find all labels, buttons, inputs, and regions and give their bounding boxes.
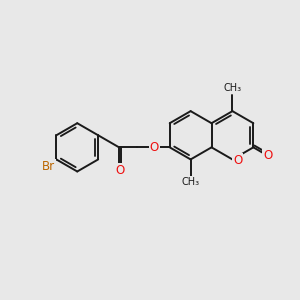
Text: O: O <box>150 141 159 154</box>
Text: O: O <box>233 154 242 167</box>
Text: CH₃: CH₃ <box>224 83 242 94</box>
Text: O: O <box>116 164 125 177</box>
Text: Br: Br <box>42 160 55 172</box>
Text: O: O <box>263 149 273 162</box>
Text: CH₃: CH₃ <box>182 177 200 187</box>
